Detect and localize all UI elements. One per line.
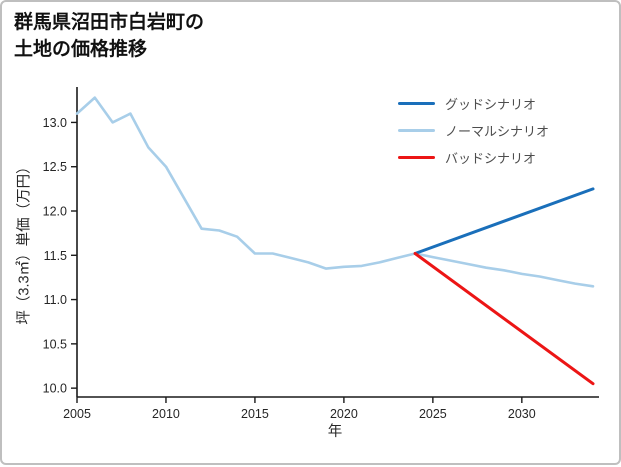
legend-item-normal-scenario: ノーマルシナリオ [398,117,549,144]
chart-title-line1: 群馬県沼田市白岩町の [14,12,205,33]
x-tick-label: 2030 [508,407,536,421]
bad-scenario-line [413,252,595,386]
bad-scenario-line-swatch [398,156,435,159]
y-tick-label: 13.0 [43,116,67,130]
bad-scenario-label: バッドシナリオ [445,151,537,166]
x-tick-label: 2005 [63,407,91,421]
good-scenario-line-swatch [398,102,435,105]
x-tick-label: 2015 [241,407,269,421]
x-axis-label: 年 [327,424,343,440]
y-tick-label: 11.0 [44,293,67,307]
y-tick-label: 12.0 [43,205,67,219]
legend: グッドシナリオ ノーマルシナリオ バッドシナリオ [398,90,549,171]
good-scenario-line [413,187,595,255]
good-scenario-label: グッドシナリオ [445,97,537,112]
normal-scenario-label: ノーマルシナリオ [445,124,550,139]
legend-item-bad-scenario: バッドシナリオ [398,144,549,171]
x-tick-label: 2025 [419,407,447,421]
legend-item-good-scenario: グッドシナリオ [398,90,549,117]
x-tick-label: 2020 [330,407,358,421]
y-axis-label: 坪（3.3㎡）単価（万円） [16,159,33,325]
chart-title: 群馬県沼田市白岩町の 土地の価格推移 [14,10,204,63]
x-tick-label: 2010 [152,407,180,421]
y-tick-label: 10.0 [43,382,67,396]
y-tick-label: 11.5 [44,249,67,263]
normal-scenario-line-swatch [398,129,435,132]
normal-scenario-line [75,96,595,288]
y-tick-label: 10.5 [43,337,67,351]
chart-title-line2: 土地の価格推移 [14,38,148,60]
y-tick-label: 12.5 [43,160,67,174]
